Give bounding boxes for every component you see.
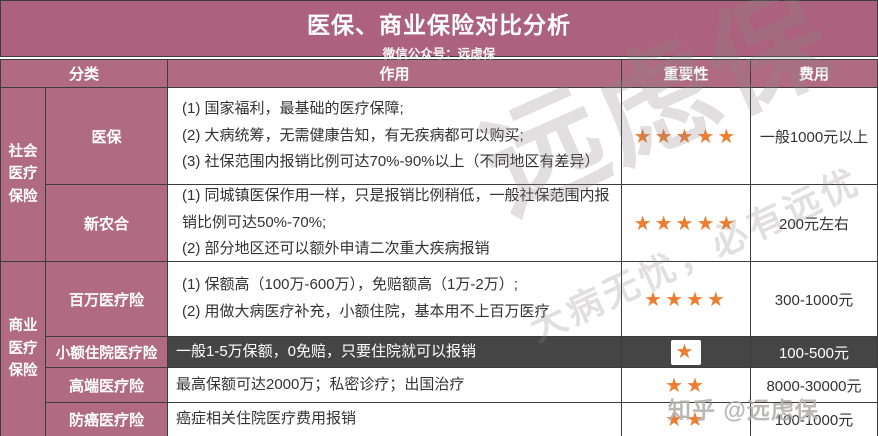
star-rating: ★★ [665, 374, 707, 397]
plan-functions: 癌症相关住院医疗费用报销 [168, 403, 622, 436]
plan-name: 高端医疗险 [46, 368, 168, 403]
group-label-commercial: 商业医疗保险 [1, 262, 46, 436]
function-line: (2) 大病统筹，无需健康告知，有无疾病都可以购买; [182, 126, 524, 144]
page-subtitle: 微信公众号：远虑保 [382, 47, 496, 61]
comparison-table: 分类 作用 重要性 费用 社会医疗保险 医保 (1) 国家福利，最基础的医疗保障… [0, 59, 878, 436]
cost-value: 100-1000元 [751, 403, 877, 436]
header-cost: 费用 [751, 60, 877, 88]
plan-name: 小额住院医疗险 [46, 337, 168, 368]
plan-name: 医保 [46, 88, 168, 185]
function-line: (1) 保额高（100万-600万），免赔额高（1万-2万）; [182, 276, 518, 294]
importance-cell: ★★★★★ [622, 185, 751, 262]
cost-value: 300-1000元 [751, 262, 877, 337]
star-rating: ★★ [665, 409, 707, 431]
function-line: 最高保额可达2000万；私密诊疗；出国治疗 [176, 375, 465, 393]
importance-cell: ★★ [622, 368, 751, 403]
function-line: (2) 用做大病医疗补充，小额住院，基本用不上百万医疗 [182, 303, 550, 320]
cost-value: 100-500元 [751, 337, 877, 368]
star-rating: ★ [670, 339, 702, 365]
header-category: 分类 [1, 60, 168, 88]
title-divider [0, 57, 878, 59]
function-line: (1) 国家福利，最基础的医疗保障; [182, 99, 404, 117]
importance-cell: ★★★★ [622, 262, 751, 337]
function-line: (2) 部分地区还可以额外申请二次重大疾病报销 [182, 240, 490, 258]
plan-name: 新农合 [46, 185, 168, 262]
plan-functions: 一般1-5万保额，0免赔，只要住院就可以报销 [168, 337, 622, 368]
page-title: 医保、商业保险对比分析 [307, 12, 571, 38]
importance-cell: ★★★★★ [622, 88, 751, 185]
star-rating: ★★★★ [644, 288, 728, 311]
plan-name: 防癌医疗险 [46, 403, 168, 436]
function-line: 癌症相关住院医疗费用报销 [176, 410, 357, 428]
plan-functions: (1) 同城镇医保作用一样，只是报销比例稍低，一般社保范围内报销比例可达50%-… [168, 185, 622, 262]
plan-functions: (1) 国家福利，最基础的医疗保障; (2) 大病统筹，无需健康告知，有无疾病都… [168, 88, 622, 185]
function-line: 一般1-5万保额，0免赔，只要住院就可以报销 [176, 342, 477, 360]
plan-functions: (1) 保额高（100万-600万），免赔额高（1万-2万）; (2) 用做大病… [168, 262, 622, 337]
function-line: (1) 同城镇医保作用一样，只是报销比例稍低，一般社保范围内报销比例可达50%-… [182, 186, 610, 231]
star-rating: ★★★★★ [633, 212, 739, 235]
title-bar: 医保、商业保险对比分析 微信公众号：远虑保 [0, 0, 878, 61]
star-rating: ★★★★★ [633, 125, 739, 148]
importance-cell: ★★ [622, 403, 751, 436]
header-function: 作用 [168, 60, 622, 88]
cost-value: 8000-30000元 [751, 368, 877, 403]
plan-name: 百万医疗险 [46, 262, 168, 337]
plan-functions: 最高保额可达2000万；私密诊疗；出国治疗 [168, 368, 622, 403]
function-line: (3) 社保范围内报销比例可达70%-90%以上（不同地区有差异） [182, 153, 600, 171]
cost-value: 一般1000元以上 [751, 88, 877, 185]
importance-cell: ★ [622, 337, 751, 368]
header-importance: 重要性 [622, 60, 751, 88]
group-label-social: 社会医疗保险 [1, 88, 46, 262]
cost-value: 200元左右 [751, 185, 877, 262]
